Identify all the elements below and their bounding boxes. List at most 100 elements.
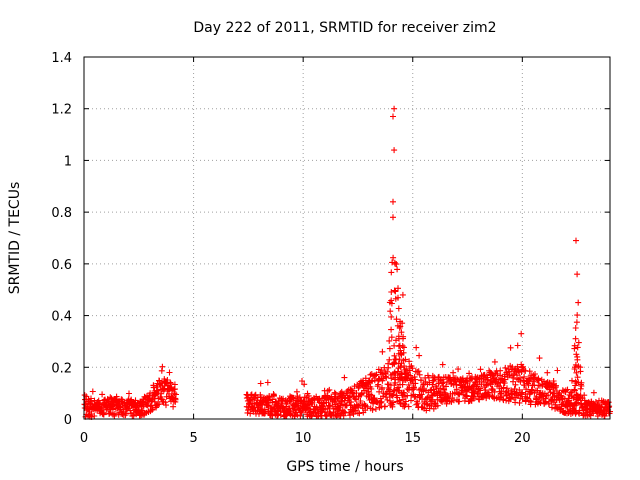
data-point <box>532 371 538 377</box>
data-point <box>156 401 163 408</box>
data-point <box>372 372 379 379</box>
data-point <box>356 410 363 417</box>
data-point <box>556 389 563 396</box>
data-point <box>517 378 524 385</box>
data-point <box>406 358 413 365</box>
data-point <box>402 402 409 408</box>
data-point <box>521 373 528 380</box>
data-point <box>255 403 262 410</box>
data-point <box>85 406 92 413</box>
data-point <box>467 375 474 382</box>
data-point <box>399 343 406 349</box>
data-point <box>405 381 412 388</box>
x-tick-label: 10 <box>295 431 312 446</box>
data-point <box>520 377 527 384</box>
data-point <box>387 308 394 315</box>
data-point <box>388 334 395 341</box>
data-point <box>379 348 386 355</box>
data-point <box>516 386 523 393</box>
data-point <box>402 398 409 405</box>
data-point <box>159 363 166 370</box>
data-point <box>163 402 169 409</box>
data-point <box>382 373 389 380</box>
data-point <box>590 389 597 396</box>
grid <box>84 57 610 419</box>
data-point <box>564 386 571 393</box>
data-point <box>537 400 544 406</box>
data-point <box>355 385 362 392</box>
data-point <box>391 369 398 376</box>
x-tick-label: 20 <box>514 431 531 446</box>
y-tick-label: 0.6 <box>51 258 72 273</box>
data-point <box>574 374 581 381</box>
data-point <box>455 390 461 397</box>
data-point <box>348 399 355 406</box>
data-point <box>351 395 358 402</box>
data-point <box>393 337 399 344</box>
data-point <box>371 395 378 401</box>
data-point <box>512 381 519 388</box>
data-point <box>571 342 578 349</box>
data-point <box>91 413 98 419</box>
data-point <box>350 387 356 394</box>
data-point <box>441 387 448 393</box>
data-point <box>173 391 179 398</box>
data-point <box>456 398 463 405</box>
data-point <box>389 403 396 410</box>
data-point <box>382 403 388 410</box>
data-point <box>544 369 551 376</box>
data-point <box>598 403 605 410</box>
data-point <box>401 344 407 351</box>
data-point <box>503 397 510 404</box>
data-point <box>476 396 483 403</box>
data-point <box>427 387 434 394</box>
data-point <box>341 408 348 415</box>
data-point <box>386 345 393 352</box>
data-point <box>567 389 574 396</box>
data-point <box>423 407 430 414</box>
data-point <box>464 393 470 400</box>
data-point <box>536 399 543 405</box>
data-point <box>111 410 118 417</box>
data-point <box>107 394 114 401</box>
data-point <box>399 291 406 298</box>
data-point <box>87 400 94 407</box>
data-point <box>554 367 561 374</box>
data-point <box>546 400 553 407</box>
y-tick-label: 1.4 <box>51 51 72 66</box>
data-point <box>429 381 436 388</box>
data-point <box>415 368 422 375</box>
data-point <box>574 353 581 360</box>
data-point <box>390 214 396 221</box>
data-point <box>477 366 484 373</box>
data-point <box>547 389 554 396</box>
data-point <box>358 391 365 397</box>
data-point <box>391 147 398 154</box>
data-point <box>411 373 418 380</box>
data-point <box>171 386 178 392</box>
data-point <box>572 335 579 342</box>
data-point <box>527 399 534 406</box>
data-point <box>347 412 353 419</box>
data-point <box>420 382 426 388</box>
data-point <box>515 367 522 374</box>
data-point <box>497 372 504 379</box>
data-point <box>313 403 320 410</box>
data-point <box>109 406 116 413</box>
data-point <box>127 407 134 414</box>
data-point <box>573 237 579 244</box>
data-point <box>264 379 271 386</box>
y-axis-label: SRMTID / TECUs <box>7 182 23 295</box>
data-point <box>536 355 543 362</box>
data-point <box>99 391 106 398</box>
data-point <box>119 411 126 418</box>
data-point <box>326 386 333 393</box>
data-point <box>439 361 446 368</box>
data-point <box>162 399 169 406</box>
data-point <box>395 285 401 292</box>
data-point <box>324 388 331 394</box>
data-point <box>413 344 420 351</box>
data-point <box>395 305 402 312</box>
data-point <box>572 325 579 331</box>
